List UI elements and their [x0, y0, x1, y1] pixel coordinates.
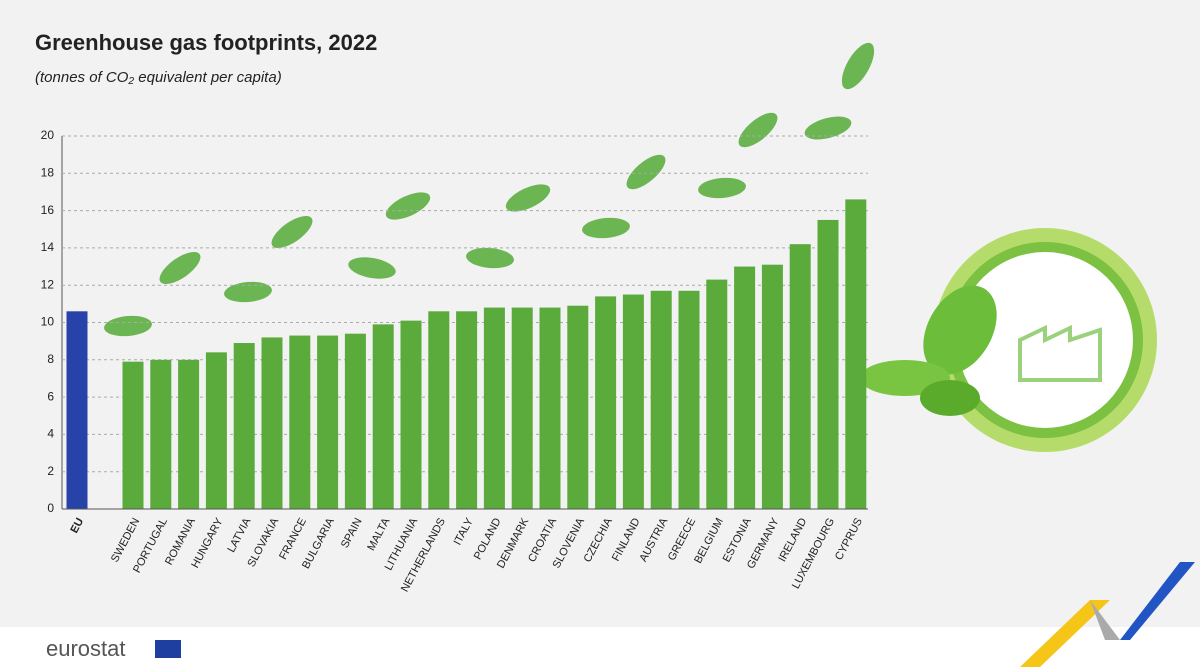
bar	[539, 307, 561, 509]
bar	[734, 266, 756, 509]
bar	[317, 335, 339, 509]
bar	[233, 343, 255, 509]
bar	[706, 279, 728, 509]
footer-band	[0, 627, 1200, 667]
bar	[511, 307, 533, 509]
bar	[400, 320, 422, 509]
y-tick-label: 20	[41, 128, 55, 142]
y-tick-label: 10	[41, 315, 55, 329]
brand: eurostat	[46, 636, 126, 661]
bar	[289, 335, 311, 509]
bar	[567, 305, 589, 509]
eu-flag	[155, 640, 181, 658]
corner-logo	[1020, 562, 1195, 667]
chart-title: Greenhouse gas footprints, 2022	[35, 30, 377, 55]
emblem	[860, 228, 1157, 452]
bar	[428, 311, 450, 509]
bar	[761, 264, 783, 509]
y-tick-label: 18	[41, 165, 55, 179]
y-tick-label: 16	[41, 203, 55, 217]
bar	[456, 311, 478, 509]
y-tick-label: 14	[41, 240, 55, 254]
bar	[595, 296, 617, 509]
y-tick-label: 8	[47, 352, 54, 366]
bar	[150, 359, 172, 509]
bar	[817, 219, 839, 510]
bar	[678, 290, 700, 509]
bar	[178, 359, 200, 509]
bar	[122, 361, 144, 509]
bar	[622, 294, 644, 509]
y-tick-label: 2	[47, 464, 54, 478]
bar	[261, 337, 283, 509]
bar	[372, 324, 394, 509]
bar	[205, 352, 227, 509]
bar	[66, 311, 88, 509]
footprints	[104, 42, 875, 337]
bar	[845, 199, 867, 509]
y-tick-label: 12	[41, 277, 55, 291]
bar	[344, 333, 366, 509]
y-tick-label: 6	[47, 389, 54, 403]
bar	[789, 244, 811, 510]
bar	[483, 307, 505, 509]
chart-subtitle: (tonnes of CO₂ equivalent per capita)	[35, 69, 282, 86]
bar	[650, 290, 672, 509]
y-tick-label: 0	[47, 501, 54, 515]
y-tick-label: 4	[47, 427, 54, 441]
